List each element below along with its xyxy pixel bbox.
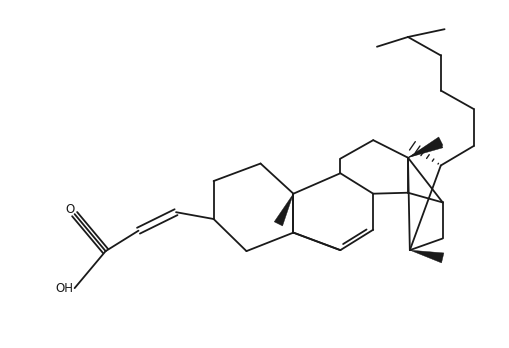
Polygon shape — [408, 137, 443, 158]
Polygon shape — [410, 250, 444, 263]
Text: OH: OH — [55, 282, 74, 295]
Polygon shape — [408, 139, 443, 158]
Polygon shape — [274, 194, 293, 226]
Text: O: O — [65, 203, 75, 216]
